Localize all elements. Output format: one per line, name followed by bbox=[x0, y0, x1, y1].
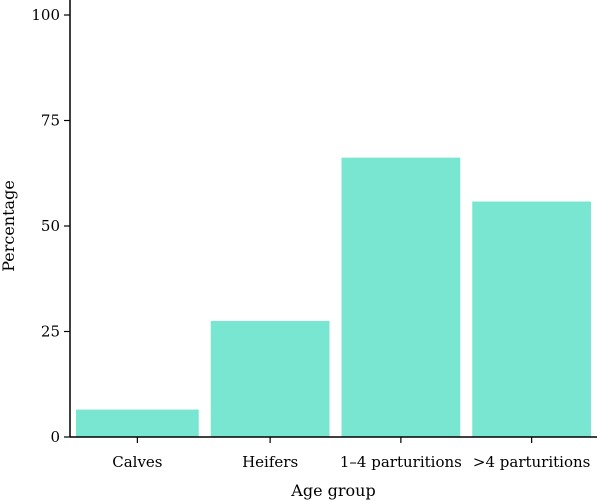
bar bbox=[210, 320, 330, 437]
bar bbox=[76, 409, 199, 437]
y-tick-label: 100 bbox=[31, 6, 60, 24]
y-axis-ticks: 0 25 50 75 100 bbox=[31, 6, 70, 446]
y-tick-label: 50 bbox=[41, 217, 60, 235]
x-tick-label: Calves bbox=[112, 453, 162, 471]
bar bbox=[472, 201, 591, 437]
y-tick-label: 25 bbox=[41, 323, 60, 341]
x-axis-ticks: Calves Heifers 1–4 parturitions >4 parturit… bbox=[112, 437, 590, 471]
bars-group bbox=[76, 157, 591, 438]
x-axis-title: Age group bbox=[290, 481, 375, 500]
x-tick-label: >4 parturitions bbox=[473, 453, 590, 471]
y-tick-label: 75 bbox=[41, 112, 60, 130]
y-axis-title: Percentage bbox=[0, 180, 18, 272]
y-tick-label: 0 bbox=[50, 428, 60, 446]
bar bbox=[341, 157, 461, 438]
x-tick-label: 1–4 parturitions bbox=[340, 453, 462, 471]
x-tick-label: Heifers bbox=[242, 453, 298, 471]
